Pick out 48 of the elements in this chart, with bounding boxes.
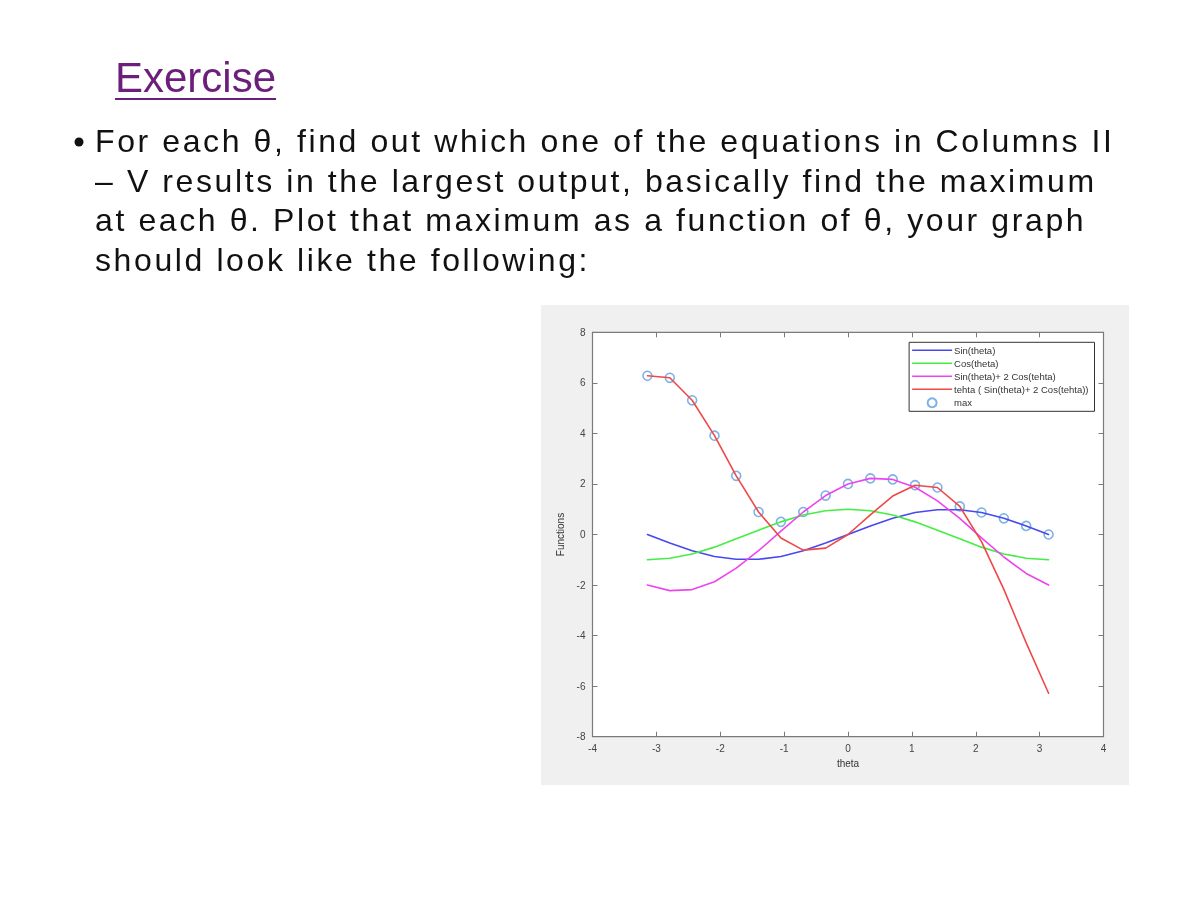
- point: [865, 473, 876, 484]
- point: [1020, 520, 1032, 532]
- legend-label: Cos(theta): [954, 357, 999, 369]
- x-tick-label: -2: [715, 743, 726, 755]
- x-tick-label: 3: [1036, 743, 1043, 755]
- line-series: [646, 477, 1050, 592]
- point: [954, 501, 966, 512]
- y-tick-label: 8: [579, 326, 586, 338]
- point: [998, 513, 1010, 524]
- legend-label: Sin(theta)+ 2 Cos(tehta): [954, 370, 1056, 382]
- point: [686, 394, 698, 406]
- x-tick-label: 4: [1100, 743, 1107, 755]
- point: [820, 490, 831, 501]
- point: [664, 372, 676, 384]
- point: [842, 478, 854, 490]
- y-tick-label: 4: [579, 427, 586, 439]
- y-tick-label: -6: [576, 680, 586, 692]
- point: [709, 430, 720, 441]
- point: [909, 479, 921, 491]
- x-tick-label: -1: [779, 743, 789, 755]
- point: [798, 506, 809, 518]
- y-tick-label: 6: [579, 377, 586, 389]
- chart-subtitle: For each θ, find out which one of the equations in Columns II – V results in the largest output, basically find the maximum at each θ. Plot that maximum as a function of θ, your graph should look like the following:: [95, 122, 1116, 280]
- point: [976, 507, 987, 518]
- y-axis-title: Functions: [555, 512, 567, 557]
- y-tick-label: 2: [579, 478, 586, 490]
- y-tick-label: 0: [579, 529, 586, 540]
- point: [642, 370, 653, 382]
- legend-label: max: [954, 397, 973, 409]
- text: Exercise: [115, 53, 277, 103]
- point: [775, 516, 787, 528]
- legend-label: tehta ( Sin(theta)+ 2 Cos(tehta)): [954, 383, 1089, 395]
- legend-label: Sin(theta): [954, 344, 996, 356]
- point: [932, 482, 943, 493]
- x-axis-title: theta: [836, 758, 860, 770]
- y-tick-label: -4: [576, 630, 586, 642]
- x-tick-label: 0: [845, 743, 852, 755]
- y-tick-label: -2: [576, 579, 586, 591]
- point: [753, 506, 764, 518]
- y-tick-label: -8: [576, 731, 586, 743]
- x-tick-label: 2: [972, 743, 979, 755]
- point: [887, 474, 899, 485]
- point: [1043, 529, 1054, 540]
- point: [730, 470, 742, 482]
- x-tick-label: -4: [588, 743, 598, 755]
- line-series: [646, 508, 1050, 561]
- x-tick-label: -3: [651, 743, 662, 755]
- x-tick-label: 1: [909, 743, 916, 755]
